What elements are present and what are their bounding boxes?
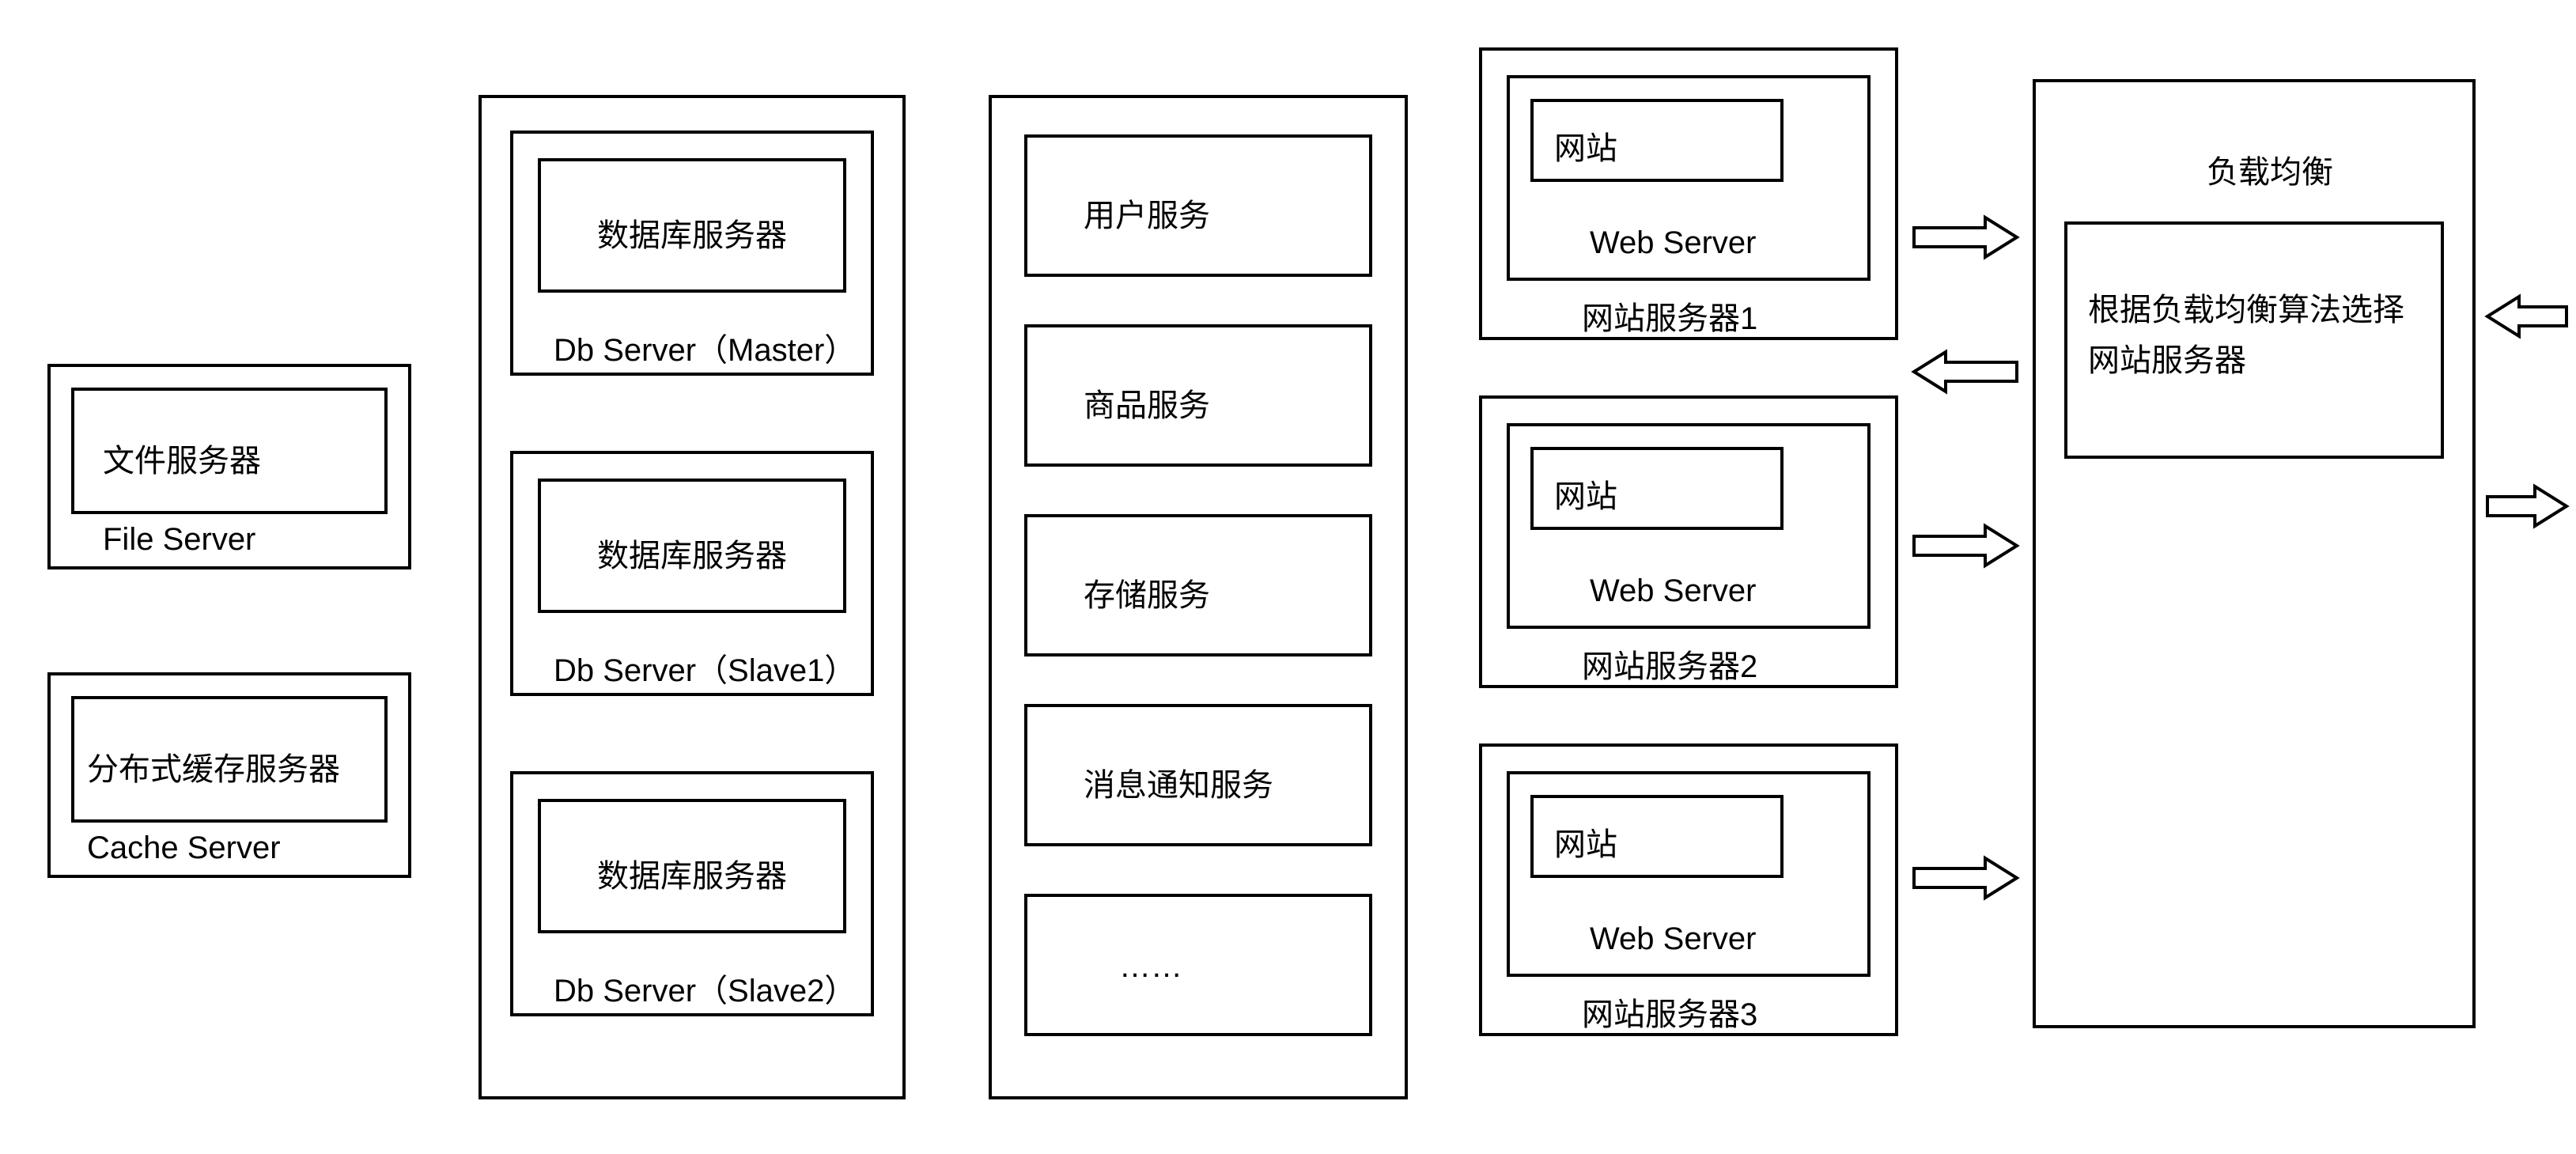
webserver3-caption: 网站服务器3 (1582, 989, 1757, 1035)
arrow-external-out (2483, 482, 2570, 530)
service-storage-label: 存储服务 (1084, 569, 1210, 615)
webserver2-caption: 网站服务器2 (1582, 641, 1757, 687)
arrow-external-in (2483, 293, 2570, 340)
file-server-caption: File Server (103, 522, 255, 558)
arrow-ws1-to-lb (1910, 214, 2021, 261)
service-product-label: 商品服务 (1084, 380, 1210, 426)
db-master-inner-label: 数据库服务器 (597, 210, 787, 255)
arrow-ws2-to-lb (1910, 522, 2021, 569)
service-more (1024, 894, 1372, 1036)
db-slave1-caption: Db Server（Slave1） (554, 645, 856, 691)
service-notification-label: 消息通知服务 (1084, 759, 1273, 805)
webserver1-site-label: 网站 (1554, 123, 1617, 168)
service-user-label: 用户服务 (1084, 190, 1210, 236)
service-more-label: …… (1119, 949, 1182, 985)
db-slave2-caption: Db Server（Slave2） (554, 965, 856, 1011)
db-master-caption: Db Server（Master） (554, 324, 856, 370)
arrow-lb-to-ws2 (1910, 348, 2021, 395)
cache-server-inner-label: 分布式缓存服务器 (87, 743, 340, 789)
webserver3-inner-caption: Web Server (1590, 921, 1756, 957)
webserver2-site-label: 网站 (1554, 471, 1617, 516)
db-slave2-inner-label: 数据库服务器 (597, 850, 787, 896)
webserver1-caption: 网站服务器1 (1582, 293, 1757, 339)
load-balancer-desc: 根据负载均衡算法选择网站服务器 (2088, 285, 2420, 386)
webserver2-inner-caption: Web Server (1590, 573, 1756, 609)
cache-server-caption: Cache Server (87, 831, 281, 866)
webserver3-site-label: 网站 (1554, 819, 1617, 865)
file-server-inner-label: 文件服务器 (103, 435, 261, 481)
arrow-ws3-to-lb (1910, 854, 2021, 902)
webserver1-inner-caption: Web Server (1590, 225, 1756, 261)
load-balancer-title: 负载均衡 (2207, 146, 2333, 192)
db-slave1-inner-label: 数据库服务器 (597, 530, 787, 576)
